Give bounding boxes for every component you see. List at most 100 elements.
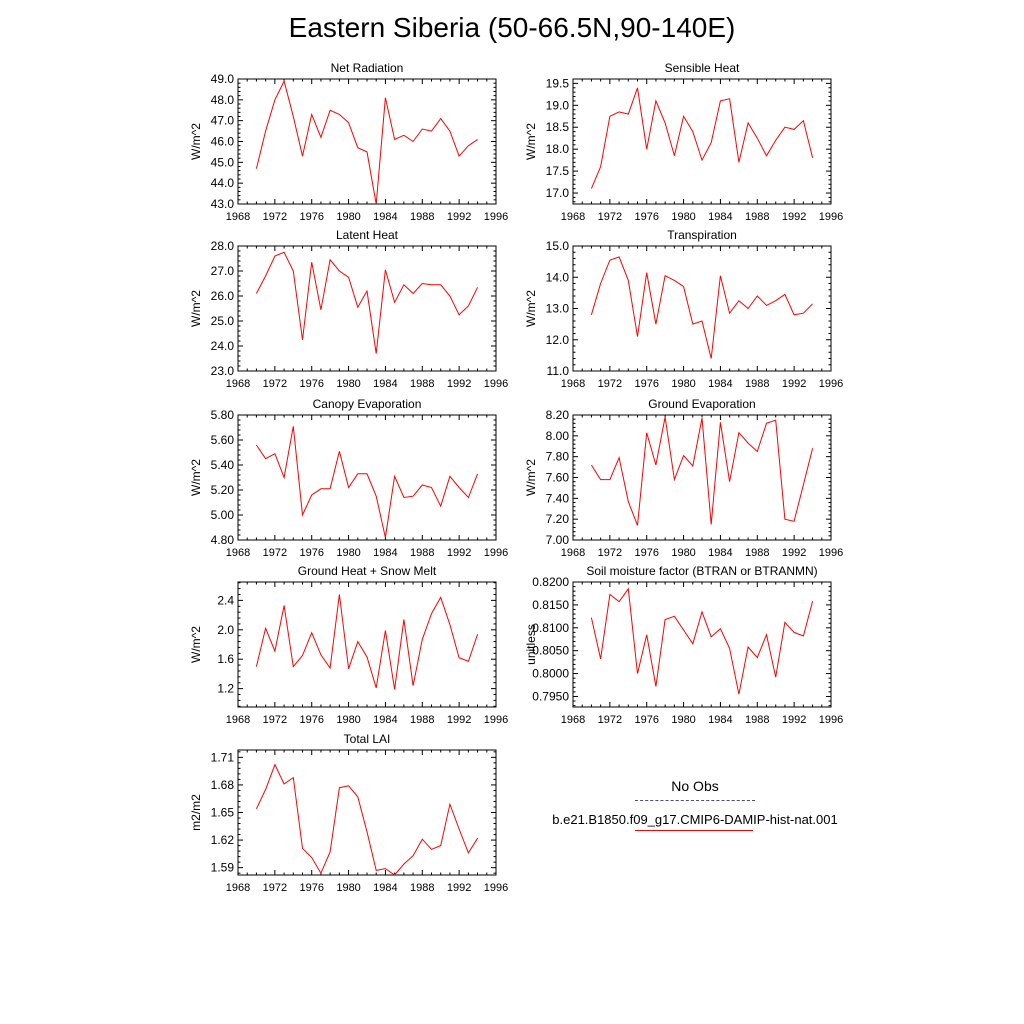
x-tick-label: 1992 <box>782 378 806 390</box>
chart-panel: 1968 1972 1976 1980 1984 1988 1992 1996 23.0 24.0… <box>189 228 508 390</box>
y-tick-label: 28.0 <box>211 239 235 253</box>
y-tick-label: 13.0 <box>546 302 570 316</box>
y-axis-label: W/m^2 <box>524 123 538 160</box>
y-tick-label: 1.2 <box>217 682 234 696</box>
y-axis-label: unitless <box>524 624 538 665</box>
y-tick-label: 2.4 <box>217 593 234 607</box>
y-tick-label: 12.0 <box>546 333 570 347</box>
x-tick-label: 1992 <box>782 547 806 559</box>
x-tick-label: 1984 <box>373 211 397 223</box>
y-tick-label: 17.5 <box>546 164 570 178</box>
x-tick-label: 1992 <box>447 547 471 559</box>
y-tick-label: 24.0 <box>211 339 235 353</box>
x-tick-label: 1972 <box>598 547 622 559</box>
y-tick-label: 1.65 <box>211 806 235 820</box>
panel-title: Ground Evaporation <box>648 397 755 411</box>
y-tick-label: 47.0 <box>211 114 235 128</box>
chart-panel: 1968 1972 1976 1980 1984 1988 1992 1996 11.0 12.0… <box>524 228 843 390</box>
y-tick-label: 46.0 <box>211 135 235 149</box>
y-tick-label: 17.0 <box>546 186 570 200</box>
x-tick-label: 1996 <box>819 547 843 559</box>
x-tick-label: 1988 <box>745 211 769 223</box>
x-tick-label: 1992 <box>447 882 471 894</box>
x-tick-label: 1980 <box>336 378 360 390</box>
y-tick-label: 8.00 <box>546 429 570 443</box>
panel-title: Canopy Evaporation <box>313 397 422 411</box>
y-tick-label: 19.0 <box>546 98 570 112</box>
panel-title: Transpiration <box>667 228 737 242</box>
y-tick-label: 7.80 <box>546 450 570 464</box>
series-line <box>255 594 479 690</box>
panel-title: Latent Heat <box>336 228 399 242</box>
y-tick-label: 4.80 <box>211 533 235 547</box>
x-tick-label: 1980 <box>671 547 695 559</box>
x-tick-label: 1972 <box>263 378 287 390</box>
y-tick-label: 23.0 <box>211 364 235 378</box>
y-tick-label: 44.0 <box>211 176 235 190</box>
x-tick-label: 1984 <box>708 714 732 726</box>
x-tick-label: 1988 <box>410 547 434 559</box>
series-line <box>590 587 814 695</box>
y-tick-label: 43.0 <box>211 197 235 211</box>
x-tick-label: 1968 <box>561 211 585 223</box>
y-tick-label: 0.8150 <box>532 598 569 612</box>
chart-panel: 1968 1972 1976 1980 1984 1988 1992 1996 1.2 1.6 2.… <box>189 564 508 726</box>
x-tick-label: 1968 <box>561 547 585 559</box>
x-tick-label: 1980 <box>336 547 360 559</box>
x-tick-label: 1976 <box>634 714 658 726</box>
y-axis-label: W/m^2 <box>189 123 203 160</box>
x-tick-label: 1972 <box>263 714 287 726</box>
x-tick-label: 1980 <box>671 714 695 726</box>
y-tick-label: 7.40 <box>546 491 570 505</box>
y-tick-label: 5.80 <box>211 408 235 422</box>
y-tick-label: 48.0 <box>211 93 235 107</box>
y-tick-label: 5.20 <box>211 483 235 497</box>
y-tick-label: 1.62 <box>211 833 235 847</box>
x-tick-label: 1988 <box>410 211 434 223</box>
y-tick-label: 0.8200 <box>532 575 569 589</box>
y-tick-label: 0.8000 <box>532 667 569 681</box>
y-tick-label: 0.7950 <box>532 689 569 703</box>
x-tick-label: 1992 <box>447 714 471 726</box>
x-tick-label: 1972 <box>598 378 622 390</box>
x-tick-label: 1976 <box>299 378 323 390</box>
x-tick-label: 1968 <box>561 378 585 390</box>
x-tick-label: 1972 <box>598 211 622 223</box>
x-tick-label: 1976 <box>634 547 658 559</box>
x-tick-label: 1996 <box>484 211 508 223</box>
x-tick-label: 1984 <box>373 714 397 726</box>
x-tick-label: 1992 <box>447 211 471 223</box>
panel-title: Net Radiation <box>331 61 404 75</box>
plot-frame <box>572 245 832 372</box>
legend-obs-label: No Obs <box>671 778 719 794</box>
series-line <box>255 251 479 354</box>
x-tick-label: 1984 <box>373 547 397 559</box>
y-tick-label: 7.60 <box>546 471 570 485</box>
x-tick-label: 1984 <box>708 378 732 390</box>
panel-title: Ground Heat + Snow Melt <box>298 564 437 578</box>
x-tick-label: 1992 <box>447 378 471 390</box>
y-tick-label: 5.00 <box>211 508 235 522</box>
legend: No Obs b.e21.B1850.f09_g17.CMIP6-DAMIP-h… <box>530 778 860 831</box>
y-tick-label: 1.71 <box>211 750 235 764</box>
x-tick-label: 1996 <box>484 547 508 559</box>
x-tick-label: 1996 <box>484 882 508 894</box>
x-tick-label: 1976 <box>299 882 323 894</box>
panel-title: Sensible Heat <box>665 61 740 75</box>
x-tick-label: 1972 <box>263 211 287 223</box>
x-tick-label: 1976 <box>299 547 323 559</box>
y-axis-label: W/m^2 <box>189 626 203 663</box>
series-line <box>590 256 813 359</box>
y-axis-label: W/m^2 <box>524 459 538 496</box>
x-tick-label: 1996 <box>819 211 843 223</box>
x-tick-label: 1984 <box>373 882 397 894</box>
plot-frame <box>572 581 832 708</box>
x-tick-label: 1968 <box>561 714 585 726</box>
y-tick-label: 25.0 <box>211 314 235 328</box>
x-tick-label: 1988 <box>410 378 434 390</box>
x-tick-label: 1968 <box>226 211 250 223</box>
plot-frame <box>237 245 497 372</box>
legend-obs-line <box>635 800 755 801</box>
series-line <box>255 426 479 538</box>
x-tick-label: 1996 <box>819 378 843 390</box>
